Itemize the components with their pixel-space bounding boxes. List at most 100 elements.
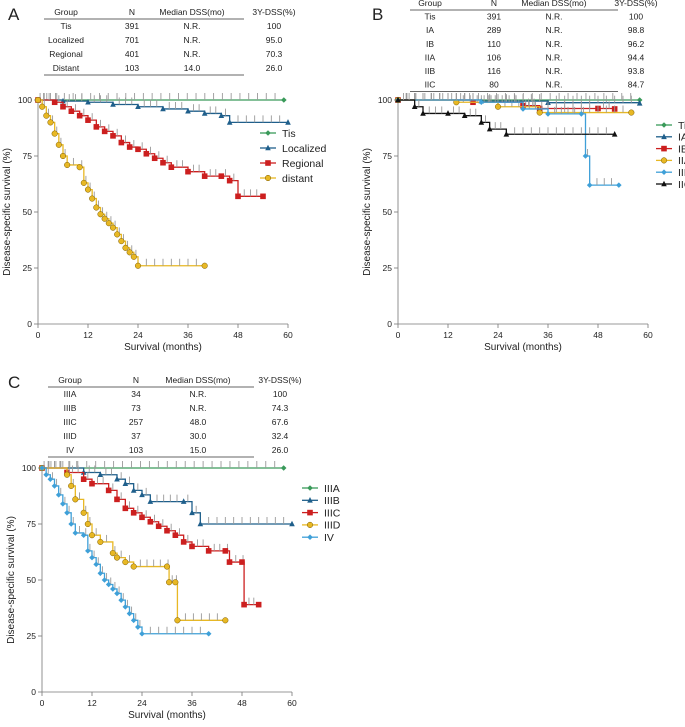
curve-marker [39,103,46,110]
x-tick-label: 48 [233,330,243,340]
table-header-cell: Median DSS(mo) [159,7,224,17]
y-tick-label: 25 [383,263,393,273]
curve-marker [60,103,66,110]
curve-marker [241,601,247,608]
table-cell: Tis [60,21,71,31]
series-iiib [39,461,295,527]
curve-marker [239,559,245,565]
curve-marker [226,559,233,565]
x-tick-label: 12 [83,330,93,340]
curve-marker [43,112,50,119]
table-cell: 391 [487,12,501,22]
curve-marker [118,597,124,603]
curve-marker [218,112,225,118]
survival-curve [398,99,615,135]
x-axis-label: Survival (months) [484,342,562,353]
legend-label: IIB [678,167,685,179]
series-tis [35,93,287,103]
x-axis-label: Survival (months) [128,710,206,721]
curve-marker [134,262,142,269]
curve-marker [34,96,42,104]
table-cell: Regional [49,49,83,59]
curve-marker [126,144,133,150]
curve-marker [72,530,79,536]
table-cell: 37 [131,431,141,441]
curve-marker [235,193,241,200]
table-cell: 15.0 [190,445,207,455]
curve-marker [636,100,643,106]
panel-letter: C [8,373,20,392]
curve-marker [478,99,485,106]
curve-marker [110,133,116,139]
summary-table: Group N Median DSS(mo) 3Y-DSS(%) Tis 391 N.R. 1… [410,0,658,92]
table-cell: 14.0 [184,63,201,73]
series-iic [395,93,618,137]
curve-marker [255,601,262,608]
curve-marker [155,523,162,530]
legend-marker [307,534,313,540]
x-tick-label: 36 [183,330,193,340]
table-cell: 26.0 [266,63,283,73]
curve-marker [420,110,426,116]
legend-marker [661,133,667,140]
curve-marker [105,220,112,227]
curve-marker [85,548,91,554]
y-tick-label: 100 [378,95,392,105]
curve-marker [126,249,133,256]
table-cell: Distant [53,63,80,73]
curve-marker [89,480,95,487]
curve-marker [85,98,91,105]
curve-marker [59,152,67,160]
x-tick-label: 36 [543,330,553,340]
curve-marker [160,159,166,166]
table-header-cell: 3Y-DSS(%) [614,0,657,8]
curve-marker [395,96,401,103]
curve-marker [114,496,120,503]
curve-marker [201,173,208,179]
curve-marker [130,253,137,260]
table-cell: 73 [131,403,141,413]
curve-marker [93,124,100,130]
table-cell: 84.7 [628,80,645,90]
curve-marker [503,130,510,137]
curve-marker [185,107,191,114]
curve-marker [84,520,91,528]
table-cell: N.R. [546,80,563,90]
legend-label: IIIB [324,495,340,507]
panel-letter: A [8,5,20,24]
curve-marker [60,501,66,507]
curve-marker [80,476,87,482]
x-axis-label: Survival (months) [124,342,202,353]
table-header-cell: Median DSS(mo) [521,0,586,8]
curve-marker [55,492,62,498]
x-tick-label: 60 [287,698,297,708]
curve-marker [97,471,104,478]
legend-label: IIID [324,520,341,532]
y-tick-label: 75 [27,519,37,529]
y-axis-label: Disease-specific survival (%) [362,148,373,276]
curve-marker [122,604,129,610]
axes: 0 12 24 36 48 60 0 25 50 75 100 Survival (months) Di… [362,95,653,353]
table-cell: 32.4 [272,431,289,441]
survival-curve [42,467,259,606]
table-cell: 94.4 [628,52,645,62]
curve-marker [520,106,526,112]
table-cell: 98.8 [628,25,645,35]
curve-marker [122,480,129,486]
table-header-cell: N [133,375,139,385]
axes: 0 12 24 36 48 60 0 25 50 75 100 Survival (months) Di… [6,463,297,721]
curve-marker [226,119,233,125]
curve-marker [118,238,125,245]
table-cell: 289 [487,25,501,35]
curve-marker [122,505,129,512]
curve-marker [172,579,179,586]
curve-marker [80,532,87,538]
curve-marker [582,153,589,159]
curve-marker [135,103,141,110]
table-cell: IIA [425,52,436,62]
curve-marker [76,164,83,171]
curve-marker [478,119,485,125]
curve-marker [147,518,154,525]
legend-label: Localized [282,143,327,155]
legend-marker [307,497,313,503]
